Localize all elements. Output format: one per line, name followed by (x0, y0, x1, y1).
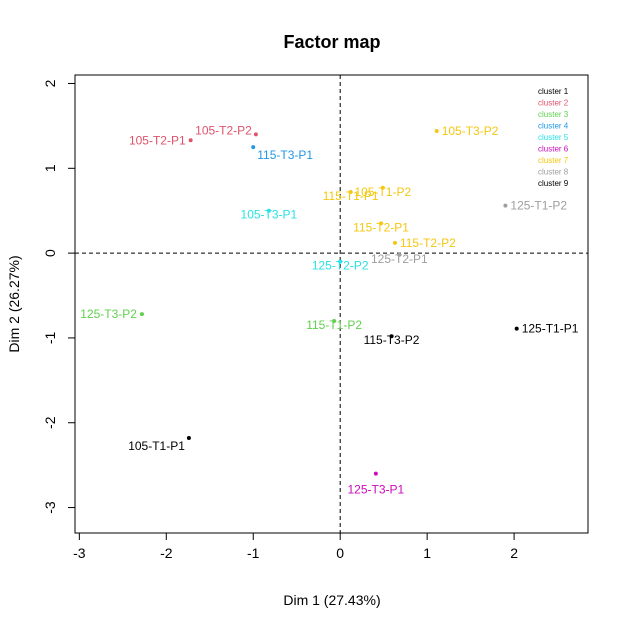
x-tick-label: 2 (510, 545, 518, 561)
y-tick-label: 1 (42, 164, 58, 172)
legend-entry: cluster 3 (538, 110, 569, 119)
y-axis-title: Dim 2 (26.27%) (6, 255, 22, 352)
legend-entry: cluster 4 (538, 122, 569, 131)
point-label: 105-T2-P1 (129, 133, 186, 147)
data-point (348, 190, 353, 195)
legend-entry: cluster 8 (538, 168, 569, 177)
data-point (338, 259, 343, 264)
point-label: 105-T3-P2 (442, 124, 499, 138)
x-tick-label: 0 (336, 545, 344, 561)
point-label: 105-T3-P1 (241, 208, 298, 222)
point-label: 105-T2-P2 (195, 123, 252, 137)
y-tick-label: -1 (42, 331, 58, 344)
data-point (253, 132, 258, 137)
point-label: 125-T1-P1 (522, 322, 579, 336)
data-point (503, 203, 508, 208)
x-axis-title: Dim 1 (27.43%) (283, 592, 380, 608)
x-axis: -3 -2 -1 0 1 2 (73, 532, 518, 561)
legend-entry: cluster 2 (538, 99, 569, 108)
data-point (188, 138, 193, 143)
y-tick-label: -3 (42, 501, 58, 514)
point-label: 115-T2-P1 (353, 220, 409, 234)
data-point (379, 221, 384, 226)
y-axis: -3 -2 -1 0 1 2 (42, 79, 76, 514)
x-tick-label: 1 (423, 545, 431, 561)
point-label: 115-T2-P2 (400, 236, 456, 250)
data-point (186, 436, 191, 441)
data-point (139, 312, 144, 317)
x-tick-label: -1 (247, 545, 260, 561)
data-point (380, 185, 385, 190)
data-point (389, 334, 394, 339)
data-point (266, 208, 271, 213)
legend-entry: cluster 6 (538, 145, 569, 154)
data-point (373, 471, 378, 476)
point-label: 115-T1-P2 (306, 318, 362, 332)
point-label: 125-T3-P2 (80, 307, 137, 321)
y-tick-label: 2 (42, 79, 58, 87)
data-point (514, 326, 519, 331)
data-point (392, 240, 397, 245)
chart-title: Factor map (283, 32, 380, 52)
data-point (251, 145, 256, 150)
point-label: 125-T1-P2 (510, 199, 567, 213)
point-label: 125-T2-P2 (312, 259, 369, 273)
data-point (397, 252, 402, 257)
point-label: 125-T2-P1 (371, 252, 428, 266)
point-label: 115-T3-P2 (364, 333, 420, 347)
legend: cluster 1 cluster 2 cluster 3 cluster 4 clus… (538, 87, 569, 188)
legend-entry: cluster 5 (538, 133, 569, 142)
point-label: 125-T3-P1 (347, 483, 404, 497)
x-tick-label: -2 (160, 545, 173, 561)
data-points: 105-T2-P1 105-T2-P2 115-T3-P1 105-T3-P1 125-… (80, 123, 578, 496)
legend-entry: cluster 7 (538, 156, 569, 165)
data-point (434, 128, 439, 133)
legend-entry: cluster 9 (538, 179, 569, 188)
point-label: 105-T1-P1 (128, 439, 185, 453)
point-label: 115-T1-P1 (323, 189, 379, 203)
x-tick-label: -3 (73, 545, 86, 561)
data-point (332, 318, 337, 323)
point-label: 115-T3-P1 (257, 148, 313, 162)
y-tick-label: 0 (42, 249, 58, 257)
reference-lines (75, 75, 588, 533)
y-tick-label: -2 (42, 416, 58, 429)
legend-entry: cluster 1 (538, 87, 569, 96)
point-label: 105-T1-P2 (354, 185, 411, 199)
